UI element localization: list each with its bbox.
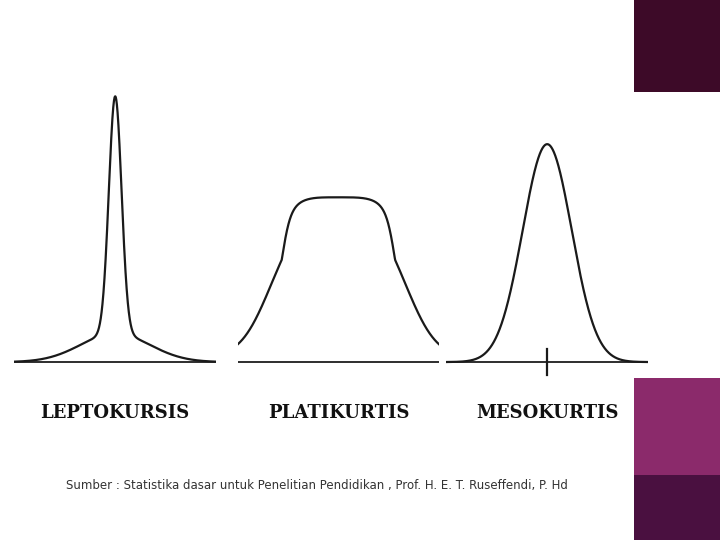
Bar — [634, 378, 720, 540]
Text: PLATIKURTIS: PLATIKURTIS — [268, 404, 409, 422]
Bar — [634, 0, 720, 92]
Bar — [634, 475, 720, 540]
Text: Sumber : Statistika dasar untuk Penelitian Pendidikan , Prof. H. E. T. Ruseffend: Sumber : Statistika dasar untuk Peneliti… — [66, 480, 568, 492]
Text: MESOKURTIS: MESOKURTIS — [476, 404, 618, 422]
Text: LEPTOKURSIS: LEPTOKURSIS — [40, 404, 190, 422]
